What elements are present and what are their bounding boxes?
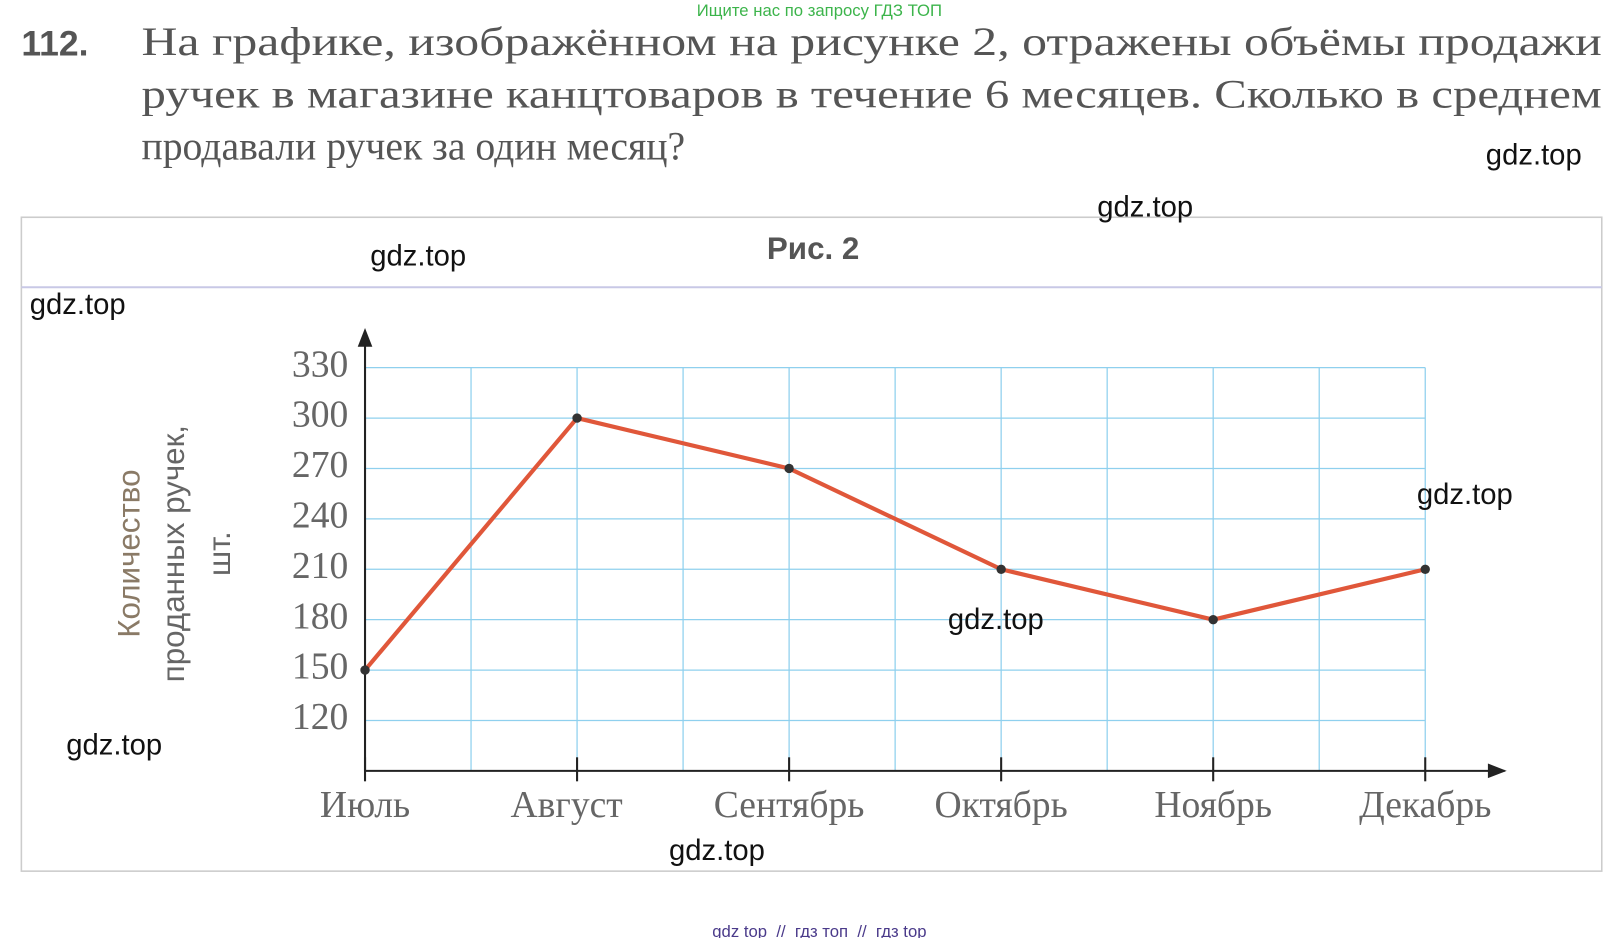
y-axis-arrow bbox=[357, 327, 373, 347]
data-point bbox=[784, 463, 794, 474]
watermark: gdz.top bbox=[1486, 139, 1582, 171]
problem-line: продавали ручек за один месяц? bbox=[141, 125, 685, 169]
watermark: gdz.top bbox=[30, 289, 126, 321]
y-axis-label: Количество bbox=[111, 469, 146, 637]
watermark: gdz.top bbox=[1097, 192, 1193, 224]
data-point bbox=[1208, 614, 1218, 625]
data-point bbox=[360, 665, 370, 675]
y-axis-label: шт. bbox=[202, 531, 237, 576]
x-tick-label: Июль bbox=[320, 784, 410, 826]
data-point bbox=[996, 564, 1006, 574]
footer: gdz top // гдз топ // гдз top bbox=[712, 922, 926, 938]
problem-number: 112. bbox=[21, 23, 88, 63]
watermark: gdz.top bbox=[948, 604, 1044, 636]
y-tick-label: 330 bbox=[292, 343, 348, 385]
data-point bbox=[572, 413, 582, 423]
data-point bbox=[1420, 564, 1430, 574]
x-axis-arrow bbox=[1487, 763, 1507, 779]
y-tick-label: 270 bbox=[292, 444, 348, 486]
y-tick-label: 180 bbox=[292, 595, 348, 637]
problem-line: На графике, изображённом на рисунке 2, о… bbox=[141, 20, 1601, 64]
x-tick-label: Октябрь bbox=[935, 784, 1068, 826]
y-tick-label: 150 bbox=[292, 646, 348, 688]
x-tick-label: Декабрь bbox=[1359, 784, 1491, 826]
watermark: gdz.top bbox=[66, 730, 162, 762]
chart: 120 150 180 210 240 270 300 330 Количество продан… bbox=[111, 327, 1507, 826]
x-tick-label: Ноябрь bbox=[1154, 784, 1272, 826]
watermark: gdz.top bbox=[669, 835, 765, 867]
watermark: gdz.top bbox=[370, 241, 466, 273]
x-tick-label: Сентябрь bbox=[714, 784, 865, 826]
banner: Ищите нас по запросу ГДЗ ТОП bbox=[697, 1, 942, 20]
x-tick-label: Август bbox=[511, 784, 623, 826]
problem-line: ручек в магазине канцтоваров в течение 6… bbox=[141, 72, 1601, 116]
y-tick-label: 300 bbox=[292, 394, 348, 436]
y-tick-label: 210 bbox=[292, 545, 348, 587]
y-tick-label: 240 bbox=[292, 495, 348, 537]
watermark: gdz.top bbox=[1417, 479, 1513, 511]
figure-frame bbox=[20, 216, 1603, 872]
data-line bbox=[363, 415, 1426, 672]
y-tick-label: 120 bbox=[292, 696, 348, 738]
chart-title: Рис. 2 bbox=[767, 231, 859, 266]
y-axis-label: проданных ручек, bbox=[156, 425, 191, 682]
